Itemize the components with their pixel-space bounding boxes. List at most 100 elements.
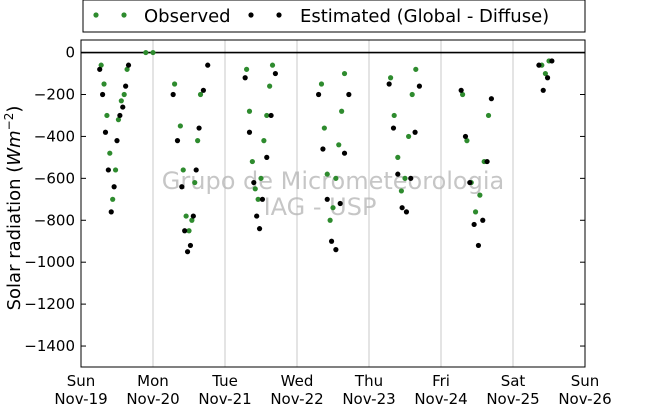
point-estimated	[324, 196, 330, 202]
point-observed	[112, 167, 119, 173]
y-tick-label: −1000	[24, 253, 75, 271]
point-estimated	[390, 125, 397, 131]
point-estimated	[254, 213, 260, 219]
x-tick-label-day: Tue	[211, 372, 238, 390]
watermark: Grupo de Micrometeorologia IAG - USP	[162, 167, 504, 221]
point-estimated	[100, 91, 106, 98]
point-estimated	[259, 196, 266, 202]
point-observed	[98, 62, 104, 68]
point-observed	[269, 62, 276, 68]
point-estimated	[399, 205, 405, 211]
point-estimated	[337, 200, 343, 207]
point-observed	[246, 108, 253, 114]
point-estimated	[242, 75, 248, 81]
point-estimated	[395, 171, 401, 177]
point-estimated	[179, 184, 185, 190]
point-observed	[330, 205, 336, 211]
point-observed	[321, 125, 327, 131]
point-observed	[542, 70, 549, 77]
point-estimated	[475, 242, 482, 249]
legend-item-estimated: Estimated (Global - Diffuse)	[248, 6, 549, 27]
watermark-line-2: IAG - USP	[264, 193, 377, 221]
point-estimated	[182, 228, 188, 234]
point-estimated	[170, 91, 176, 98]
point-estimated	[200, 87, 206, 93]
point-observed	[333, 175, 339, 181]
x-tick-label-date: Nov-24	[414, 390, 467, 408]
x-tick-label-date: Nov-26	[558, 390, 611, 408]
point-estimated	[386, 81, 392, 87]
legend-marker-observed	[121, 12, 127, 18]
point-estimated	[97, 66, 103, 72]
point-estimated	[120, 104, 126, 110]
y-tick-label: −200	[34, 86, 75, 104]
point-estimated	[108, 209, 114, 215]
y-axis-title-exponent: −2	[2, 113, 16, 131]
x-tick-label-day: Fri	[432, 372, 450, 390]
data-points	[97, 49, 555, 255]
point-estimated	[114, 138, 120, 144]
point-estimated	[193, 167, 199, 173]
point-observed	[197, 91, 204, 98]
plot-border	[80, 39, 586, 368]
point-estimated	[346, 91, 352, 98]
point-observed	[186, 228, 192, 234]
point-observed	[244, 66, 250, 72]
y-tick-label: −600	[34, 169, 75, 187]
point-observed	[327, 217, 333, 223]
point-estimated	[117, 112, 123, 119]
x-tick-label-day: Sat	[501, 372, 526, 390]
point-estimated	[196, 125, 202, 131]
point-estimated	[205, 62, 211, 68]
point-observed	[107, 150, 113, 156]
legend-marker-observed	[93, 12, 99, 18]
point-estimated	[268, 112, 274, 119]
legend-item-observed: Observed	[93, 6, 231, 27]
point-observed	[267, 83, 273, 89]
x-tick-label-date: Nov-25	[486, 390, 539, 408]
y-axis-title-prefix: Solar radiation (	[4, 166, 25, 311]
point-observed	[464, 138, 470, 144]
point-observed	[318, 81, 325, 87]
point-estimated	[341, 150, 348, 156]
y-tick-label: −800	[34, 211, 75, 229]
point-estimated	[272, 70, 278, 77]
point-observed	[252, 186, 258, 192]
point-observed	[115, 117, 122, 123]
legend-marker-estimated	[248, 12, 254, 18]
point-estimated	[458, 87, 464, 93]
x-tick-label-date: Nov-19	[54, 390, 107, 408]
y-tick-label: −1400	[24, 337, 75, 355]
y-tick-label: 0	[65, 44, 75, 62]
point-estimated	[549, 58, 555, 64]
point-estimated	[480, 217, 486, 223]
point-observed	[118, 98, 124, 104]
y-tick-label: −1200	[24, 295, 75, 313]
point-estimated	[540, 87, 546, 93]
point-observed	[110, 196, 116, 202]
point-estimated	[328, 238, 335, 244]
legend: Observed Estimated (Global - Diffuse)	[82, 0, 586, 33]
point-estimated	[251, 179, 257, 186]
point-estimated	[264, 154, 270, 160]
point-observed	[477, 192, 483, 198]
point-estimated	[412, 129, 418, 135]
point-observed	[189, 217, 195, 223]
point-estimated	[174, 138, 181, 144]
point-observed	[195, 138, 201, 144]
point-estimated	[488, 96, 494, 102]
point-observed	[406, 133, 412, 140]
x-tick-label-date: Nov-20	[126, 390, 179, 408]
point-estimated	[416, 83, 422, 89]
point-estimated	[408, 175, 414, 181]
point-observed	[249, 158, 255, 165]
point-estimated	[187, 242, 194, 249]
point-estimated	[105, 167, 111, 173]
y-tick-label: −400	[34, 127, 75, 145]
point-observed	[261, 138, 267, 144]
point-estimated	[333, 247, 339, 253]
point-observed	[172, 81, 178, 87]
watermark-line-1: Grupo de Micrometeorologia	[162, 167, 504, 195]
point-observed	[324, 171, 330, 177]
